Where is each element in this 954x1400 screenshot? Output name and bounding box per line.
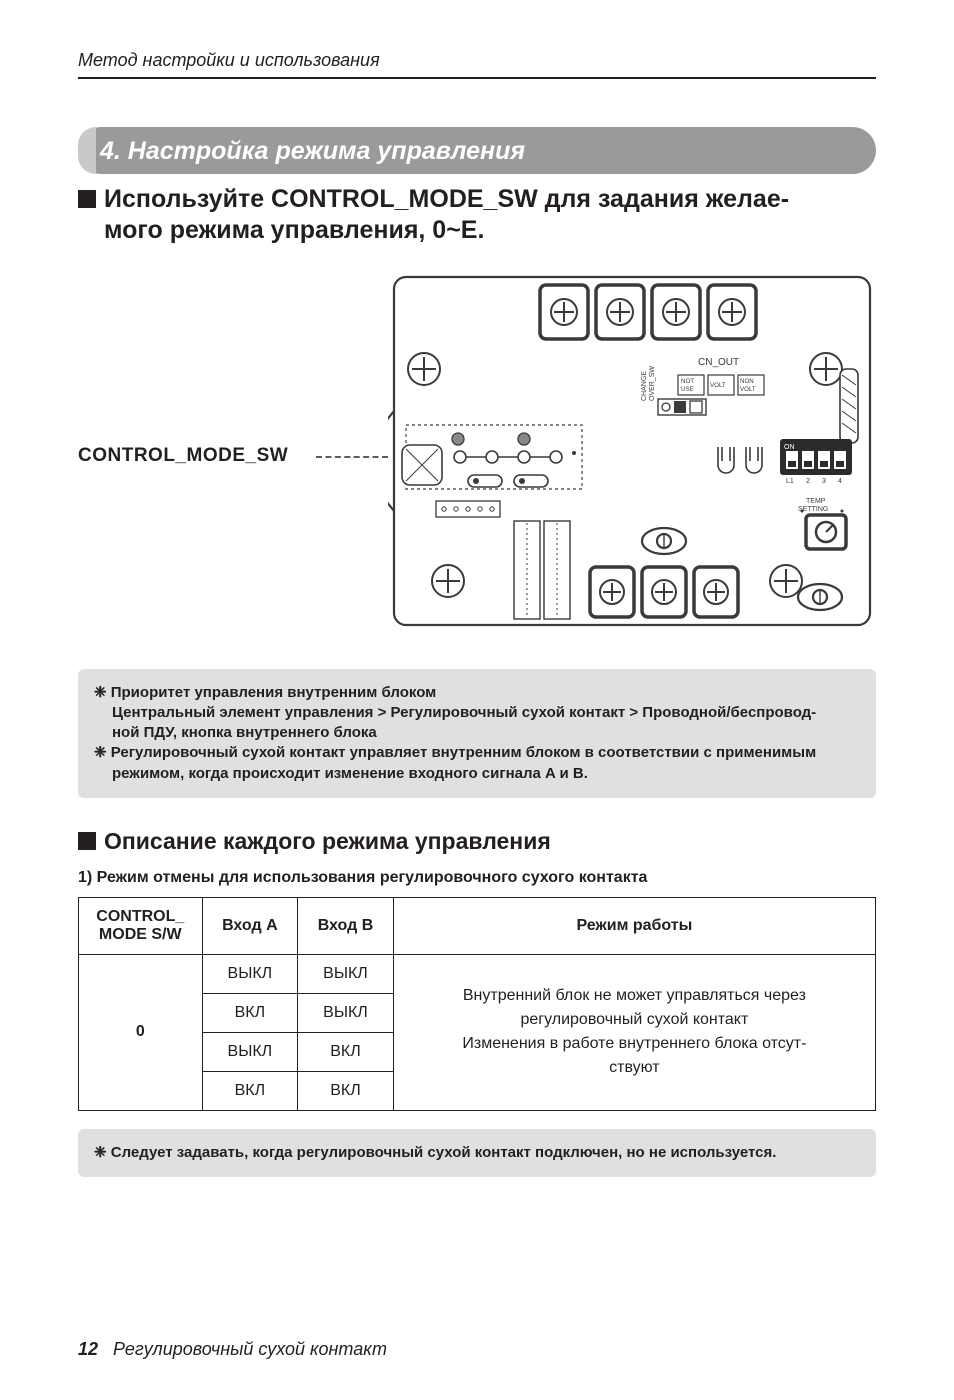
five-header (436, 501, 500, 517)
br-oval (798, 584, 842, 610)
control-mode-sw-label: CONTROL_MODE_SW (78, 445, 288, 467)
dip-on: ON (784, 444, 795, 451)
table-row: 0 ВЫКЛ ВЫКЛ Внутренний блок не может упр… (79, 954, 876, 993)
rule-top (78, 77, 876, 79)
screw-icon-br (770, 565, 802, 597)
section-pill: 4. Настройка режима управления (78, 127, 876, 174)
cell-r3b: ВКЛ (298, 1032, 394, 1071)
note1-b1-l1: Центральный элемент управления > Регулир… (94, 703, 860, 723)
pad-screw-r (518, 433, 530, 445)
pad-screw-l (452, 433, 464, 445)
cell-r2b: ВЫКЛ (298, 993, 394, 1032)
h2-part2: для задания желае- (538, 185, 789, 213)
th-sw-l1: CONTROL_ (96, 908, 184, 925)
temp-label: TEMP (806, 498, 826, 505)
h3-text: Описание каждого режима управления (104, 828, 551, 854)
page-footer: 12 Регулировочный сухой контакт (78, 1339, 387, 1360)
oversw-label: OVER_SW (649, 365, 656, 400)
cell-r1a: ВЫКЛ (202, 954, 298, 993)
note-box-2: ❈ Следует задавать, когда регулировочный… (78, 1129, 876, 1177)
table-row-head: CONTROL_ MODE S/W Вход A Вход B Режим ра… (79, 897, 876, 954)
footer-title: Регулировочный сухой контакт (113, 1339, 387, 1359)
note1-b1-l2: ной ПДУ, кнопка внутреннего блока (94, 723, 860, 743)
desc-l3: Изменения в работе внутреннего блока отс… (462, 1035, 806, 1052)
running-head: Метод настройки и использования (78, 50, 876, 71)
volt-label: VOLT (710, 382, 726, 389)
th-input-a: Вход A (202, 897, 298, 954)
cn-out-label: CN_OUT (698, 357, 739, 368)
desc-l1: Внутренний блок не может управляться чер… (463, 987, 806, 1004)
h2-part1: Используйте (104, 185, 271, 213)
dip-l1: L1 (786, 478, 794, 485)
table-caption: 1) Режим отмены для использования регули… (78, 869, 876, 887)
cell-desc: Внутренний блок не может управляться чер… (393, 954, 875, 1110)
note1-b1-head: ❈ Приоритет управления внутренним блоком (94, 684, 436, 701)
not-use-l1: NOT (681, 378, 694, 385)
change-label: CHANGE (641, 370, 648, 400)
note2-text: ❈ Следует задавать, когда регулировочный… (94, 1144, 776, 1161)
section-pill-text: 4. Настройка режима управления (100, 137, 525, 165)
right-hatched (840, 369, 858, 443)
dip-l2: 2 (806, 478, 810, 485)
mid-oval (642, 528, 686, 554)
screw-icon-tl (408, 353, 440, 385)
cell-r1b: ВЫКЛ (298, 954, 394, 993)
page-number: 12 (78, 1339, 98, 1359)
cell-r4a: ВКЛ (202, 1071, 298, 1110)
cell-sw-val: 0 (79, 954, 203, 1110)
leader-line (316, 456, 388, 458)
square-bullet-icon-2 (78, 832, 96, 850)
pcb-svg: CN_OUT CHANGE OVER_SW NOT USE VOLT NON V… (388, 271, 876, 631)
heading-modes: Описание каждого режима управления (78, 828, 876, 855)
h2-line2: мого режима управления, 0~E. (104, 216, 484, 244)
note1-b2-l1: ❈ Регулировочный сухой контакт управляет… (94, 743, 860, 763)
note1-b2-l2: режимом, когда происходит изменение вход… (94, 764, 860, 784)
page: Метод настройки и использования 4. Настр… (0, 0, 954, 1400)
board-diagram: CONTROL_MODE_SW (78, 271, 876, 641)
square-bullet-icon (78, 190, 96, 208)
th-input-b: Вход B (298, 897, 394, 954)
th-sw: CONTROL_ MODE S/W (79, 897, 203, 954)
left-connector (402, 445, 442, 485)
heading-use-sw: Используйте CONTROL_MODE_SW для задания … (78, 184, 876, 247)
nonvolt-l1: NON (740, 378, 754, 385)
th-sw-l2: MODE S/W (99, 926, 182, 943)
dip-l4: 4 (838, 478, 842, 485)
dot (572, 451, 576, 455)
h2-code: CONTROL_MODE_SW (271, 185, 538, 213)
note-box-1: ❈ Приоритет управления внутренним блоком… (78, 669, 876, 798)
cell-r2a: ВКЛ (202, 993, 298, 1032)
screw-icon-tr (810, 353, 842, 385)
desc-l4: ствуют (609, 1059, 659, 1076)
desc-l2: регулировочный сухой контакт (520, 1011, 748, 1028)
bottom-connector-plus-icons (600, 580, 728, 604)
modes-table: CONTROL_ MODE S/W Вход A Вход B Режим ра… (78, 897, 876, 1111)
nonvolt-l2: VOLT (740, 386, 756, 393)
cell-r4b: ВКЛ (298, 1071, 394, 1110)
not-use-l2: USE (681, 386, 694, 393)
th-mode: Режим работы (393, 897, 875, 954)
screw-icon-bl (432, 565, 464, 597)
cell-r3a: ВЫКЛ (202, 1032, 298, 1071)
dip-l3: 3 (822, 478, 826, 485)
